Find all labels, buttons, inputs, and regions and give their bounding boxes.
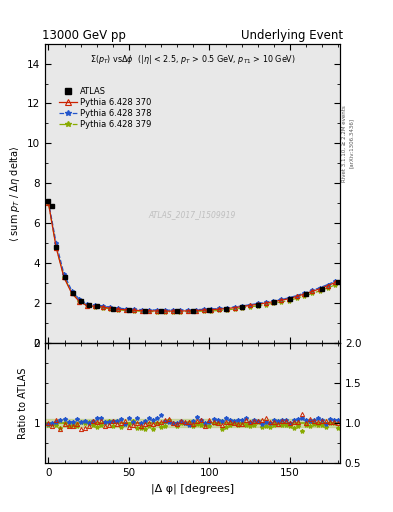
Text: $\Sigma(p_T)$ vs$\Delta\phi$  ($|\eta|$ < 2.5, $p_T$ > 0.5 GeV, $p_{T1}$ > 10 Ge: $\Sigma(p_T)$ vs$\Delta\phi$ ($|\eta|$ <…: [90, 53, 296, 66]
Y-axis label: Ratio to ATLAS: Ratio to ATLAS: [18, 368, 28, 439]
Y-axis label: $\langle$ sum $p_T$ / $\Delta\eta$ delta$\rangle$: $\langle$ sum $p_T$ / $\Delta\eta$ delta…: [7, 145, 22, 242]
Text: Rivet 3.1.10, ≥ 2.2M events: Rivet 3.1.10, ≥ 2.2M events: [342, 105, 347, 182]
Text: ATLAS_2017_I1509919: ATLAS_2017_I1509919: [149, 210, 236, 219]
Text: 13000 GeV pp: 13000 GeV pp: [42, 29, 126, 42]
Text: [arXiv:1306.3436]: [arXiv:1306.3436]: [349, 118, 354, 168]
Text: Underlying Event: Underlying Event: [241, 29, 343, 42]
Legend: ATLAS, Pythia 6.428 370, Pythia 6.428 378, Pythia 6.428 379: ATLAS, Pythia 6.428 370, Pythia 6.428 37…: [55, 83, 155, 133]
X-axis label: |Δ φ| [degrees]: |Δ φ| [degrees]: [151, 484, 234, 494]
